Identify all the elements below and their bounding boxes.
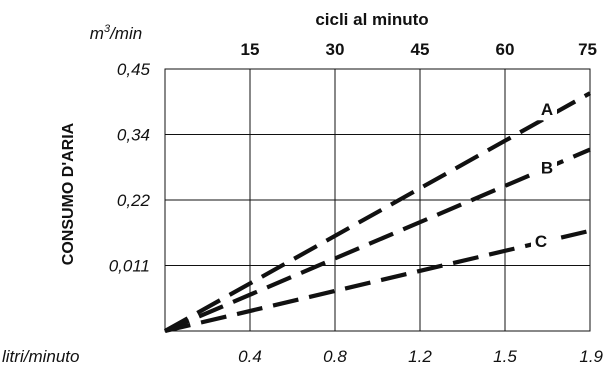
series-lines [163,91,592,334]
series-labels: A B C [531,99,557,252]
left-axis-unit: m3/min [90,23,142,43]
series-label-b: B [541,159,553,178]
left-tick-label: 0,34 [117,126,150,145]
series-label-c: C [535,232,547,251]
top-tick-label: 60 [496,40,515,59]
top-tick-label: 45 [411,40,430,59]
bottom-tick-label: 1.5 [493,347,517,366]
grid-lines [165,69,590,331]
left-axis-unit-base: m [90,24,104,43]
series-line-c [164,228,591,334]
series-label-bg [537,99,557,121]
series-line-b [164,147,591,333]
top-axis-title: cicli al minuto [315,10,428,29]
bottom-tick-label: 1.2 [408,347,432,366]
top-tick-label: 15 [241,40,260,59]
left-axis-unit-sup: 3 [104,23,111,35]
left-tick-label: 0,011 [109,257,150,276]
bottom-tick-label: 0.8 [323,347,347,366]
left-tick-label: 0,45 [117,60,151,79]
series-label-bg [537,157,557,179]
left-axis-title: CONSUMO D'ARIA [60,122,77,265]
left-tick-label: 0,22 [117,191,151,210]
top-axis-ticks: 15 30 45 60 75 [241,40,597,59]
bottom-axis-unit: litri/minuto [2,347,79,366]
left-axis-unit-suffix: /min [109,24,142,43]
top-tick-label: 75 [578,40,597,59]
left-axis-ticks: 0,011 0,22 0,34 0,45 [109,60,151,276]
series-label-bg [531,230,551,252]
bottom-tick-label: 1.9 [579,347,603,366]
series-label-a: A [541,100,553,119]
bottom-axis-ticks: 0.4 0.8 1.2 1.5 1.9 [238,347,603,366]
bottom-tick-label: 0.4 [238,347,262,366]
series-line-a [163,91,592,333]
top-tick-label: 30 [326,40,345,59]
